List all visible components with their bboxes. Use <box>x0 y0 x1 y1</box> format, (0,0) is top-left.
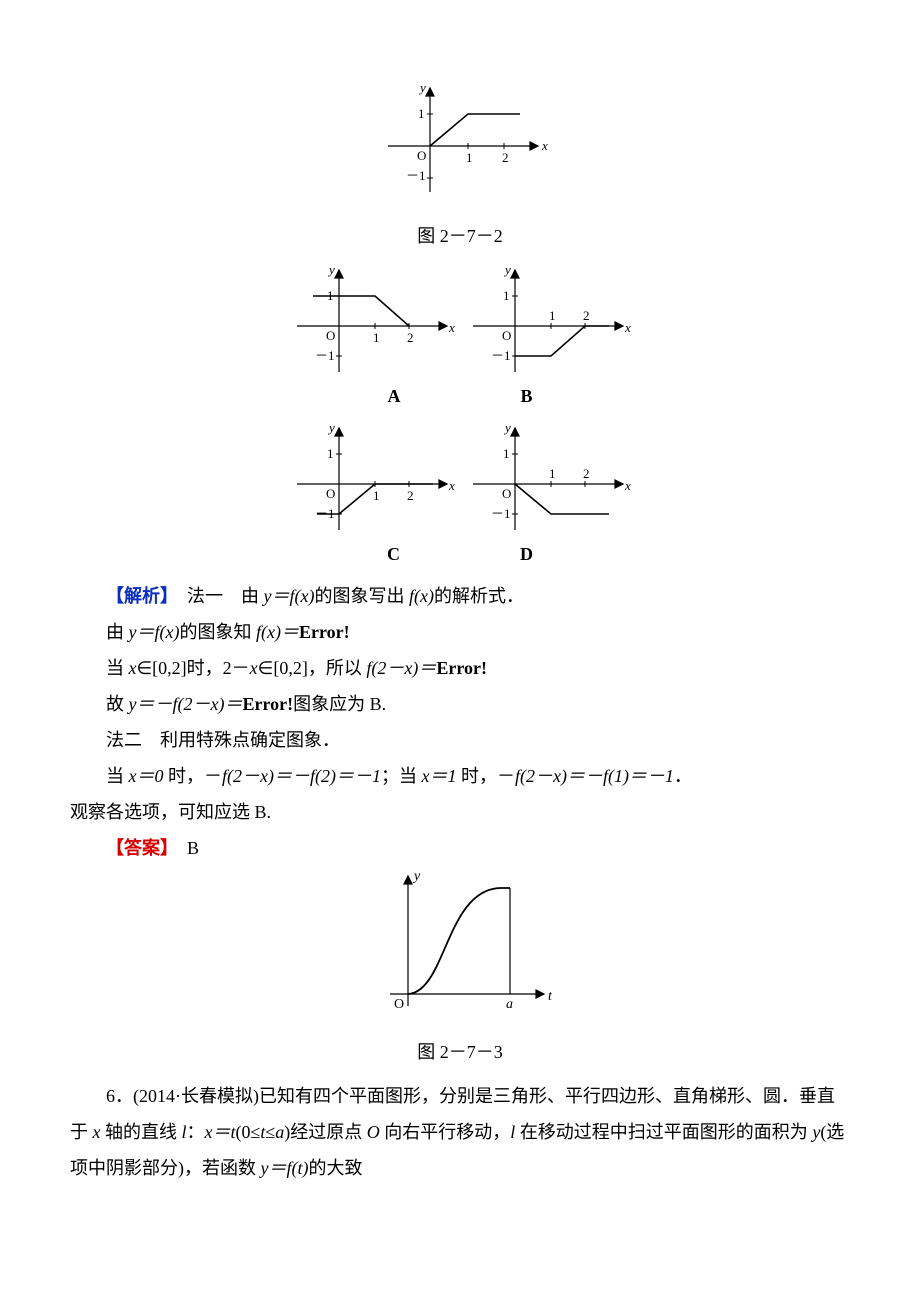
answer-label: 【答案】 <box>106 838 169 858</box>
analysis-line-6: 当 x＝0 时，－f(2－x)＝－f(2)＝－1；当 x＝1 时，－f(2－x)… <box>70 758 850 794</box>
svg-text:－1: －1 <box>406 168 426 183</box>
option-graph-c: xy O 12 1－1 <box>287 420 457 538</box>
figure-2-7-3-caption: 图 2－7－3 <box>70 1034 850 1070</box>
svg-text:1: 1 <box>418 106 425 121</box>
analysis-line-2: 由 y＝f(x)的图象知 f(x)＝Error! <box>70 614 850 650</box>
figure-2-7-2-caption: 图 2－7－2 <box>70 218 850 254</box>
svg-text:1: 1 <box>373 330 380 345</box>
svg-text:2: 2 <box>407 488 414 503</box>
option-graph-b: x y O 1 2 1 －1 <box>463 262 633 380</box>
option-labels-ab: A B <box>70 378 850 414</box>
svg-text:2: 2 <box>583 466 590 481</box>
svg-text:1: 1 <box>549 466 556 481</box>
svg-text:x: x <box>541 138 548 153</box>
analysis-line-5: 法二 利用特殊点确定图象． <box>70 722 850 758</box>
problem-6-num: 6． <box>106 1086 133 1106</box>
svg-text:－1: －1 <box>315 348 335 363</box>
graph-y-of-t: t y O a <box>360 866 560 1016</box>
svg-text:O: O <box>326 328 335 343</box>
svg-text:y: y <box>412 869 421 884</box>
svg-text:1: 1 <box>503 446 510 461</box>
svg-text:O: O <box>394 997 404 1012</box>
option-label-c: C <box>387 536 400 572</box>
graph-fx-original: x y O 1 2 1 －1 <box>370 80 550 200</box>
svg-text:O: O <box>417 148 426 163</box>
svg-text:x: x <box>448 478 455 493</box>
svg-text:－1: －1 <box>491 506 511 521</box>
analysis-line-7: 观察各选项，可知应选 B. <box>70 794 850 830</box>
analysis-line-1: 【解析】 法一 由 y＝f(x)的图象写出 f(x)的解析式． <box>70 578 850 614</box>
svg-text:y: y <box>503 262 511 277</box>
svg-text:x: x <box>448 320 455 335</box>
svg-text:1: 1 <box>466 150 473 165</box>
svg-text:O: O <box>502 328 511 343</box>
option-label-a: A <box>387 378 400 414</box>
analysis-label: 【解析】 <box>106 586 169 606</box>
svg-text:x: x <box>624 478 631 493</box>
option-label-b: B <box>520 378 532 414</box>
svg-text:x: x <box>624 320 631 335</box>
option-graph-a: xy O 12 1－1 <box>287 262 457 380</box>
problem-6-source: (2014·长春模拟) <box>133 1086 259 1106</box>
svg-text:1: 1 <box>373 488 380 503</box>
figure-2-7-3: t y O a <box>70 866 850 1028</box>
answer-value: B <box>169 838 199 858</box>
svg-text:t: t <box>548 989 553 1004</box>
analysis-line-3: 当 x∈[0,2]时，2－x∈[0,2]，所以 f(2－x)＝Error! <box>70 650 850 686</box>
option-graph-d: x y O 1 2 1 －1 <box>463 420 633 538</box>
analysis-line-4: 故 y＝－f(2－x)＝Error!图象应为 B. <box>70 686 850 722</box>
answer-line: 【答案】 B <box>70 830 850 866</box>
svg-text:2: 2 <box>583 308 590 323</box>
problem-6-text: 6．(2014·长春模拟)已知有四个平面图形，分别是三角形、平行四边形、直角梯形… <box>70 1078 850 1186</box>
svg-text:y: y <box>418 80 426 95</box>
svg-text:a: a <box>506 997 513 1012</box>
figure-2-7-2-main: x y O 1 2 1 －1 <box>70 80 850 212</box>
svg-text:y: y <box>327 262 335 277</box>
options-row-2: x y O 1 2 1 －1 x y O 1 2 1 －1 <box>70 420 850 538</box>
svg-text:y: y <box>327 420 335 435</box>
option-labels-cd: C D <box>70 536 850 572</box>
svg-text:1: 1 <box>503 288 510 303</box>
option-label-d: D <box>520 536 533 572</box>
options-row-1: x y O 1 2 1 －1 x y O 1 2 1 －1 <box>70 262 850 380</box>
svg-text:1: 1 <box>549 308 556 323</box>
svg-text:O: O <box>502 486 511 501</box>
svg-text:y: y <box>503 420 511 435</box>
svg-text:2: 2 <box>407 330 414 345</box>
svg-text:2: 2 <box>502 150 509 165</box>
svg-text:O: O <box>326 486 335 501</box>
svg-text:－1: －1 <box>491 348 511 363</box>
svg-text:1: 1 <box>327 446 334 461</box>
